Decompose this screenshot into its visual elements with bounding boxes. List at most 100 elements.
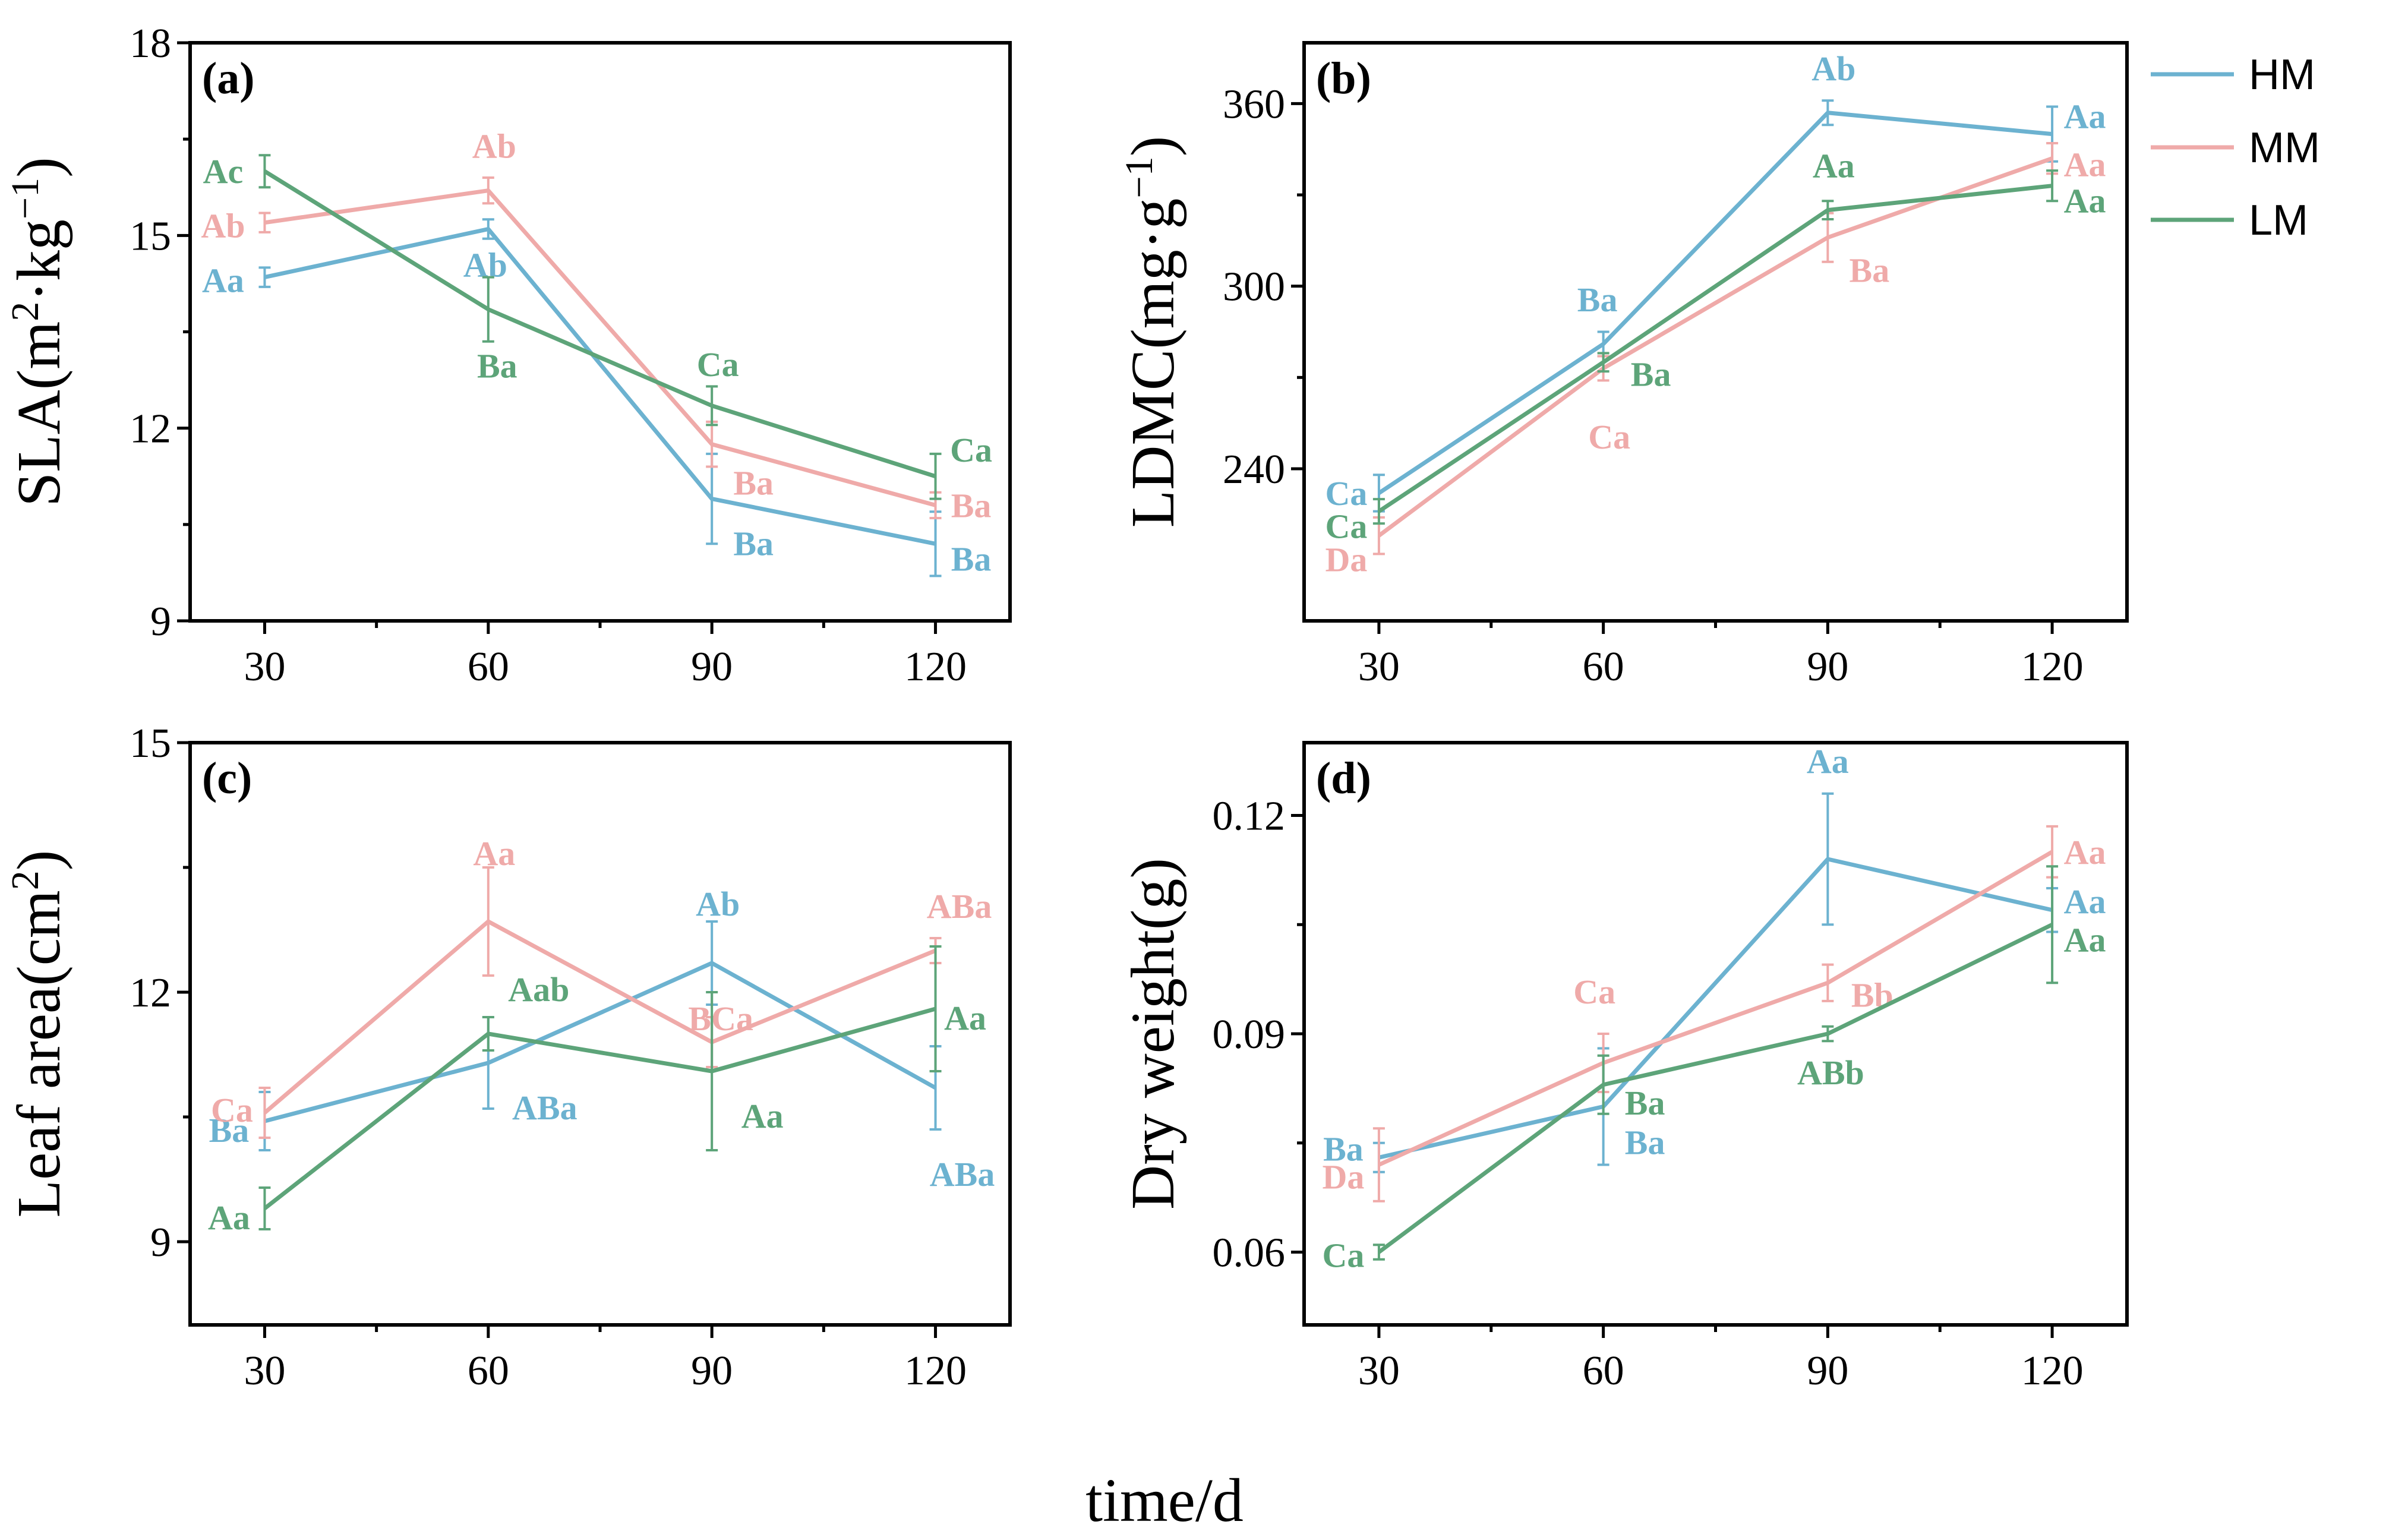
significance-label: Aa: [1813, 147, 1855, 185]
x-tick-label: 30: [1358, 1348, 1400, 1394]
panel-tag: (b): [1316, 53, 1371, 103]
x-tick-label: 90: [1807, 1348, 1848, 1394]
significance-label: Ac: [203, 152, 244, 191]
series-line-mm: [1378, 850, 2053, 1167]
y-tick-label: 12: [130, 970, 171, 1016]
y-tick-label: 9: [150, 1220, 171, 1265]
x-tick-label: 60: [468, 1348, 509, 1394]
significance-label: Aa: [208, 1198, 250, 1237]
y-tick-label: 18: [130, 21, 171, 67]
significance-label: Ba: [209, 1111, 250, 1150]
significance-label: ABa: [930, 1155, 995, 1194]
significance-label: Aa: [741, 1097, 784, 1135]
significance-label: Ba: [1323, 1129, 1364, 1168]
series-line-lm: [263, 169, 936, 479]
y-tick-label: 0.09: [1213, 1012, 1286, 1058]
significance-label: Ca: [1325, 507, 1367, 546]
significance-label: Ca: [697, 345, 739, 384]
significance-label: Ca: [211, 1091, 253, 1129]
x-tick-label: 60: [1583, 644, 1624, 690]
series-line-lm: [263, 1006, 936, 1210]
series-line-hm: [264, 961, 937, 1123]
significance-label: Ba: [733, 525, 774, 563]
significance-label: Ab: [201, 207, 245, 245]
significance-label: Ba: [1577, 280, 1618, 319]
y-axis-label: Leaf area(cm2): [4, 850, 74, 1218]
significance-label: Ba: [951, 486, 992, 525]
series-line-hm: [1378, 857, 2053, 1160]
y-tick-label: 15: [130, 721, 171, 766]
x-tick-label: 120: [904, 1348, 967, 1394]
significance-label: Ca: [1588, 418, 1630, 456]
significance-label: Ba: [733, 464, 774, 503]
significance-label: Aa: [2064, 182, 2106, 220]
series-line-mm: [263, 919, 936, 1115]
significance-label: Ba: [951, 539, 992, 578]
significance-label: Ca: [1325, 474, 1367, 513]
significance-label: Aa: [202, 261, 244, 300]
plot-frame: [1302, 741, 2129, 1327]
x-tick-label: 30: [244, 1348, 285, 1394]
x-tick-label: 120: [904, 644, 967, 690]
significance-label: Aa: [1807, 742, 1849, 781]
legend-label-lm: LM: [2249, 197, 2308, 244]
series-line-hm: [1377, 111, 2053, 495]
significance-label: Da: [1325, 541, 1367, 579]
significance-label: Ba: [1631, 355, 1671, 394]
significance-label: Aa: [2064, 833, 2106, 872]
significance-label: Ca: [950, 431, 992, 469]
legend: HM MM LM: [2151, 51, 2320, 244]
legend-label-hm: HM: [2249, 51, 2315, 99]
series-line-lm: [1377, 184, 2053, 513]
significance-label: BCa: [688, 999, 753, 1038]
y-tick-label: 240: [1223, 447, 1285, 493]
series-line-hm: [264, 227, 936, 546]
significance-label: Ab: [1811, 49, 1855, 88]
y-tick-label: 9: [150, 599, 171, 645]
x-tick-label: 60: [468, 644, 509, 690]
x-tick-label: 90: [691, 1348, 733, 1394]
significance-label: Aa: [944, 999, 986, 1037]
significance-label: Aa: [2064, 97, 2106, 136]
significance-label: Ba: [477, 347, 517, 386]
series-line-mm: [264, 188, 936, 507]
significance-label: Ba: [1625, 1123, 1665, 1162]
significance-label: Aa: [2064, 920, 2106, 959]
y-axis-label: LDMC(mg·g−1): [1118, 136, 1188, 528]
x-tick-label: 120: [2021, 644, 2084, 690]
significance-label: Ca: [1322, 1236, 1364, 1275]
significance-label: Aab: [508, 970, 569, 1009]
panel-a: 9 12 15 18 30 60 90 120 SLA(m2·kg−1) (a) Aa Ab Ba Ba A…: [4, 21, 1012, 690]
series-line-lm: [1377, 923, 2053, 1254]
significance-label: Bb: [1851, 976, 1893, 1014]
y-tick-label: 360: [1223, 81, 1285, 127]
plot-frame: [188, 741, 1012, 1327]
significance-label: Ba: [1850, 251, 1890, 290]
significance-label: ABa: [927, 887, 992, 926]
x-tick-label: 90: [691, 644, 733, 690]
panel-tag: (c): [202, 753, 252, 803]
significance-label: Aa: [2064, 146, 2106, 184]
significance-label: Da: [1322, 1158, 1364, 1197]
y-axis-label: Dry weight(g): [1119, 858, 1187, 1210]
significance-label: Ab: [463, 246, 507, 285]
significance-label: Ab: [696, 885, 740, 923]
y-axis-label: SLA(m2·kg−1): [4, 157, 74, 507]
y-tick-label: 0.06: [1213, 1230, 1286, 1276]
y-tick-label: 300: [1223, 264, 1285, 310]
legend-label-mm: MM: [2249, 124, 2320, 172]
x-tick-label: 30: [244, 644, 285, 690]
y-tick-label: 0.12: [1213, 794, 1286, 839]
x-tick-label: 90: [1807, 644, 1848, 690]
significance-label: ABb: [1797, 1053, 1864, 1092]
significance-label: Aa: [2064, 882, 2106, 921]
significance-label: Aa: [473, 834, 515, 873]
significance-label: ABa: [512, 1088, 577, 1127]
x-axis-label: time/d: [1085, 1466, 1244, 1535]
x-tick-label: 60: [1583, 1348, 1624, 1394]
panel-c: 9 12 15 30 60 90 120 Leaf area(cm2) (c) Ba ABa Ab AB…: [4, 721, 1012, 1394]
significance-label: Ab: [472, 127, 516, 166]
